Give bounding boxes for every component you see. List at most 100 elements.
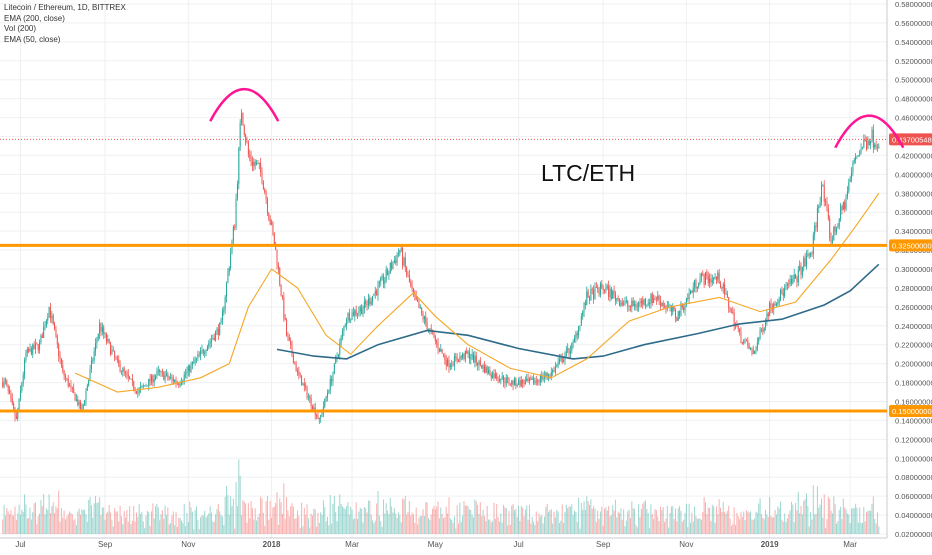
volume-bar xyxy=(644,500,646,534)
volume-bar xyxy=(286,497,288,534)
candle-body xyxy=(861,147,863,149)
volume-bar xyxy=(643,501,645,534)
volume-bar xyxy=(833,496,835,534)
volume-bar xyxy=(301,502,303,534)
volume-bar xyxy=(115,511,117,534)
candle-body xyxy=(574,337,576,342)
candle-body xyxy=(146,385,148,387)
candle-body xyxy=(759,329,761,339)
candle-body xyxy=(548,375,550,377)
volume-bar xyxy=(438,518,440,534)
candle-body xyxy=(722,283,724,289)
volume-bar xyxy=(387,510,389,534)
volume-bar xyxy=(542,523,544,534)
volume-bar xyxy=(507,525,509,534)
volume-bar xyxy=(518,505,520,534)
volume-bar xyxy=(224,496,226,534)
candle-body xyxy=(4,380,6,382)
volume-bar xyxy=(702,511,704,534)
volume-bar xyxy=(458,523,460,534)
volume-bar xyxy=(640,508,642,534)
volume-bar xyxy=(19,514,21,534)
candle-body xyxy=(710,278,712,283)
candle-body xyxy=(635,303,637,307)
candle-body xyxy=(325,396,327,399)
volume-bar xyxy=(459,502,461,534)
candle-body xyxy=(569,351,571,354)
candle-body xyxy=(849,178,851,182)
volume-bar xyxy=(362,522,364,534)
volume-bar xyxy=(616,517,618,534)
volume-bar xyxy=(698,518,700,534)
candle-body xyxy=(223,309,225,312)
volume-bar xyxy=(310,513,312,534)
y-tick-label: 0.46000000 xyxy=(895,114,932,123)
symbol-label: Litecoin / Ethereum, 1D, BITTREX xyxy=(4,3,126,12)
volume-bar xyxy=(685,503,687,534)
volume-bar xyxy=(269,500,271,534)
candle-body xyxy=(868,140,870,145)
candle-body xyxy=(621,302,623,305)
y-tick-label: 0.10000000 xyxy=(895,454,932,463)
candle-body xyxy=(47,317,49,321)
candle-body xyxy=(655,299,657,301)
candle-body xyxy=(111,350,113,354)
candle-body xyxy=(112,350,114,351)
volume-bar xyxy=(788,514,790,534)
volume-bar xyxy=(516,517,518,534)
candle-body xyxy=(161,371,163,373)
candle-body xyxy=(659,300,661,306)
candle-body xyxy=(261,171,263,183)
volume-bar xyxy=(13,515,15,534)
candle-body xyxy=(25,352,27,360)
volume-bar xyxy=(346,506,348,534)
volume-bar xyxy=(522,507,524,534)
candle-body xyxy=(88,378,90,386)
volume-bar xyxy=(217,504,219,534)
candle-body xyxy=(542,377,544,380)
volume-bar xyxy=(814,514,816,534)
volume-bar xyxy=(277,524,279,534)
volume-bar xyxy=(230,496,232,534)
candle-body xyxy=(546,372,548,377)
volume-bar xyxy=(549,510,551,534)
candle-body xyxy=(175,380,177,383)
volume-bar xyxy=(261,498,263,534)
x-tick-label: Nov xyxy=(679,540,693,549)
volume-bar xyxy=(463,500,465,534)
candle-body xyxy=(362,309,364,315)
volume-bar xyxy=(599,511,601,534)
candle-body xyxy=(73,388,75,394)
volume-bar xyxy=(857,522,859,534)
volume-bar xyxy=(486,505,488,534)
ema50-label: EMA (50, close) xyxy=(4,34,61,44)
volume-bar xyxy=(482,509,484,534)
volume-bar xyxy=(71,514,73,534)
candle-body xyxy=(479,360,481,366)
volume-bar xyxy=(246,522,248,534)
candle-body xyxy=(747,340,749,346)
volume-bar xyxy=(558,523,560,534)
volume-bar xyxy=(455,528,457,534)
candle-body xyxy=(100,323,102,332)
volume-bar xyxy=(737,516,739,534)
candle-body xyxy=(309,396,311,399)
volume-bar xyxy=(219,511,221,534)
volume-bar xyxy=(7,511,9,534)
candle-body xyxy=(434,336,436,341)
volume-bar xyxy=(86,521,88,534)
candle-body xyxy=(775,304,777,306)
candle-body xyxy=(415,295,417,300)
candle-body xyxy=(838,218,840,227)
candle-body xyxy=(268,212,270,220)
candle-body xyxy=(149,378,151,382)
volume-bar xyxy=(372,520,374,534)
volume-bar xyxy=(357,518,359,534)
volume-bar xyxy=(412,514,414,534)
candle-body xyxy=(2,382,4,387)
volume-bar xyxy=(646,508,648,534)
volume-bar xyxy=(209,506,211,534)
volume-bar xyxy=(200,517,202,534)
volume-bar xyxy=(29,507,31,534)
